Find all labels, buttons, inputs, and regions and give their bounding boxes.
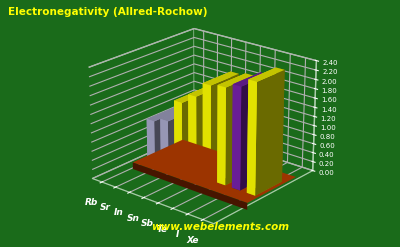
Text: www.webelements.com: www.webelements.com — [151, 222, 289, 232]
Text: Electronegativity (Allred-Rochow): Electronegativity (Allred-Rochow) — [8, 7, 208, 17]
